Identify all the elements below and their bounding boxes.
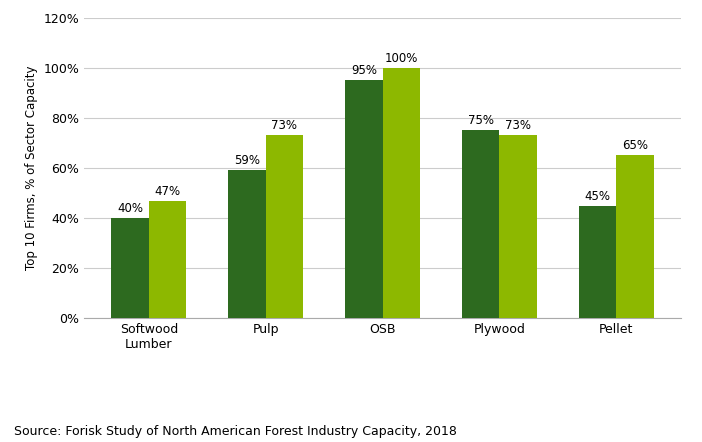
Bar [500, 135, 537, 318]
Text: 40%: 40% [117, 202, 143, 215]
Bar [383, 68, 420, 318]
Bar [462, 130, 500, 318]
Text: Source: Forisk Study of North American Forest Industry Capacity, 2018: Source: Forisk Study of North American F… [14, 425, 457, 438]
Bar [149, 201, 186, 318]
Text: 73%: 73% [505, 119, 531, 133]
Bar [616, 156, 654, 318]
Y-axis label: Top 10 Firms, % of Sector Capacity: Top 10 Firms, % of Sector Capacity [25, 66, 38, 270]
Bar [112, 218, 149, 318]
Bar [228, 171, 265, 318]
Bar [345, 80, 383, 318]
Text: 75%: 75% [468, 114, 494, 127]
Bar [265, 135, 303, 318]
Text: 95%: 95% [351, 64, 377, 77]
Legend: 2008, 2018: 2008, 2018 [282, 439, 411, 442]
Text: 59%: 59% [234, 154, 260, 168]
Text: 65%: 65% [622, 139, 648, 152]
Text: 45%: 45% [585, 190, 611, 202]
Text: 73%: 73% [272, 119, 298, 133]
Bar [579, 206, 616, 318]
Text: 47%: 47% [154, 184, 180, 198]
Text: 100%: 100% [385, 52, 418, 65]
